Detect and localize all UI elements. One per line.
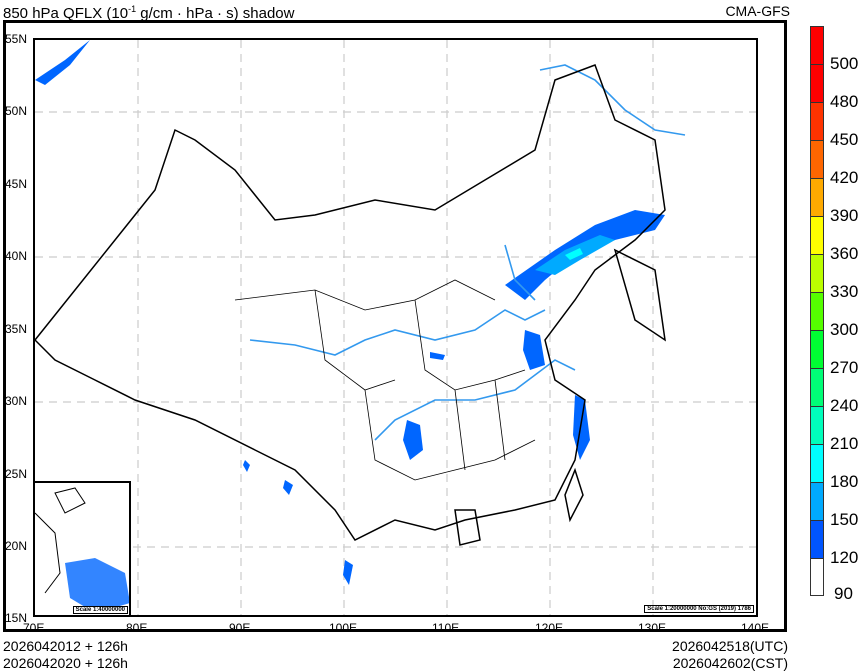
colorbar-seg [810,216,824,254]
colorbar-label: 120 [830,548,859,567]
valid-time-utc: 2026042518(UTC) [672,638,788,654]
colorbar-label: 450 [830,130,859,149]
colorbar-seg [810,102,824,140]
colorbar-label: 240 [830,396,859,415]
rivers [249,64,686,441]
init-time-utc: 2026042012 + 126h [3,638,128,654]
colorbar-seg [810,254,824,292]
south-china-sea-inset: Scale 1:40000000 [33,481,131,617]
lon-label-70e: 70E [23,621,45,635]
colorbar-seg [810,520,824,558]
lon-label-120e: 120E [535,621,564,635]
inset-scale-label: Scale 1:40000000 [72,606,128,614]
model-source: CMA-GFS [725,3,790,19]
inset-graphics [35,487,129,613]
colorbar-seg [810,330,824,368]
colorbar-seg [810,406,824,444]
colorbar-label: 270 [830,358,859,377]
colorbar-seg [810,292,824,330]
lat-label-30n: 30N [5,394,28,408]
colorbar-label: 390 [830,206,859,225]
colorbar-label: 420 [830,168,859,187]
title-exponent: -1 [128,4,137,14]
lat-label-25n: 25N [5,467,28,481]
lat-label-55n: 55N [5,32,28,46]
outer-frame [3,20,787,632]
colorbar-label: 90 [834,584,853,603]
init-time-cst: 2026042020 + 126h [3,655,128,671]
colorbar-seg [810,444,824,482]
qflx-shading [35,40,665,585]
colorbar-seg [810,140,824,178]
lat-label-20n: 20N [5,539,28,553]
province-boundaries [234,279,536,481]
colorbar-label: 180 [830,472,859,491]
title-suffix: g/cm · hPa · s) shadow [136,5,295,22]
colorbar-seg [810,368,824,406]
colorbar-seg [810,178,824,216]
lat-label-45n: 45N [5,177,28,191]
boundaries [35,64,666,546]
colorbar-label: 360 [830,244,859,263]
lon-label-100e: 100E [329,621,358,635]
title-prefix: 850 hPa QFLX (10 [3,5,129,22]
chart-title: 850 hPa QFLX (10-1 g/cm · hPa · s) shado… [3,0,294,23]
lat-label-50n: 50N [5,104,28,118]
colorbar-seg [810,26,824,64]
lon-label-140e: 140E [741,621,770,635]
lon-label-90e: 90E [229,621,251,635]
valid-time-cst: 2026042602(CST) [672,655,788,671]
colorbar-label: 480 [830,92,859,111]
lat-label-15n: 15N [5,611,28,625]
lon-label-110e: 110E [432,621,460,635]
colorbar-seg [810,64,824,102]
colorbar-label: 330 [830,282,859,301]
lat-label-35n: 35N [5,322,28,336]
colorbar-seg [810,558,824,596]
colorbar [810,26,824,596]
lon-label-130e: 130E [638,621,667,635]
main-scale-label: Scale 1:20000000 No:GS (2019) 1786 [644,605,754,613]
colorbar-seg [810,482,824,520]
colorbar-label: 150 [830,510,859,529]
colorbar-label: 500 [830,54,859,73]
lat-label-40n: 40N [5,249,28,263]
lon-label-80e: 80E [126,621,148,635]
colorbar-label: 300 [830,320,859,339]
map-graphics [35,40,756,615]
map-panel: Scale 1:20000000 No:GS (2019) 1786 [33,38,758,617]
colorbar-label: 210 [830,434,859,453]
